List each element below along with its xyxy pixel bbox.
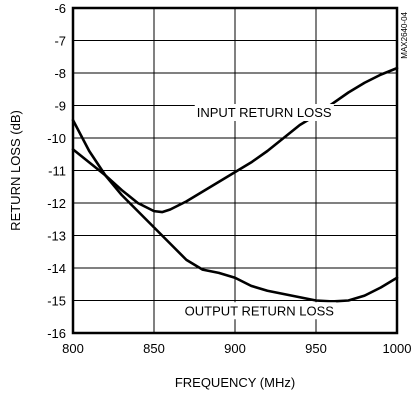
x-tick-label: 850 [143, 341, 165, 356]
y-tick-label: -6 [54, 1, 66, 16]
y-tick-label: -13 [47, 229, 66, 244]
y-tick-label: -11 [48, 164, 66, 179]
x-axis-label: FREQUENCY (MHz) [175, 375, 295, 390]
series-line-output-return-loss [71, 118, 399, 303]
figure-id: MAX2640-04 [400, 11, 409, 58]
y-tick-label: -8 [54, 66, 66, 81]
y-tick-label: -16 [47, 326, 66, 341]
y-tick-label: -14 [47, 261, 66, 276]
annotation-background [182, 302, 337, 320]
series-group [71, 66, 399, 303]
annotation-label: INPUT RETURN LOSS [197, 105, 332, 120]
x-tick-label: 900 [224, 341, 246, 356]
series-annotation: INPUT RETURN LOSS [194, 104, 334, 121]
y-tick-label: -7 [54, 34, 66, 49]
y-tick-label: -9 [54, 99, 66, 114]
x-tick-labels: 800 850 900 950 1000 [62, 341, 411, 356]
grid [72, 7, 398, 334]
annotations: INPUT RETURN LOSS OUTPUT RETURN LOSS [182, 104, 337, 320]
y-tick-label: -15 [47, 294, 66, 309]
x-tick-label: 1000 [383, 341, 412, 356]
x-tick-label: 800 [62, 341, 84, 356]
y-tick-labels: -6 -7 -8 -9 -10 -11 -12 -13 -14 -15 -16 [47, 1, 66, 341]
x-tick-label: 950 [305, 341, 327, 356]
annotation-label: OUTPUT RETURN LOSS [185, 303, 335, 318]
y-tick-label: -10 [47, 131, 66, 146]
annotation-background [194, 104, 334, 121]
y-tick-label: -12 [47, 196, 66, 211]
plot-frame [71, 6, 399, 335]
series-line-input-return-loss [71, 66, 399, 214]
y-axis-label: RETURN LOSS (dB) [8, 110, 23, 231]
series-annotation: OUTPUT RETURN LOSS [182, 302, 337, 320]
